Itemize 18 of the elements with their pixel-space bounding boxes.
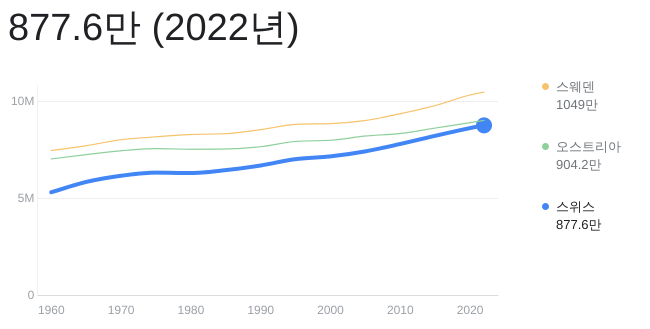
x-tick-label: 2000: [317, 303, 344, 318]
legend-label: 스웨덴: [556, 78, 596, 96]
y-tick-label: 10M: [11, 94, 34, 108]
text: 1049만: [556, 96, 599, 114]
legend-label: 오스트리아: [556, 138, 621, 156]
x-tick-label: 2010: [386, 303, 414, 318]
chart-title: 877.6만 (2022년): [8, 6, 300, 51]
y-tick-label: 5M: [18, 190, 34, 205]
x-tick-label: 2020: [456, 303, 484, 318]
legend-label: 스위스: [556, 198, 596, 216]
x-tick-label: 1960: [38, 303, 65, 318]
text: 904.2만: [556, 156, 603, 174]
x-tick-label: 1990: [247, 303, 274, 318]
x-tick-label: 1980: [178, 303, 205, 318]
y-tick-label: 0: [28, 288, 35, 302]
text: 877.6만: [556, 216, 603, 234]
x-tick-label: 1970: [108, 303, 135, 318]
line-series: [50, 92, 485, 152]
